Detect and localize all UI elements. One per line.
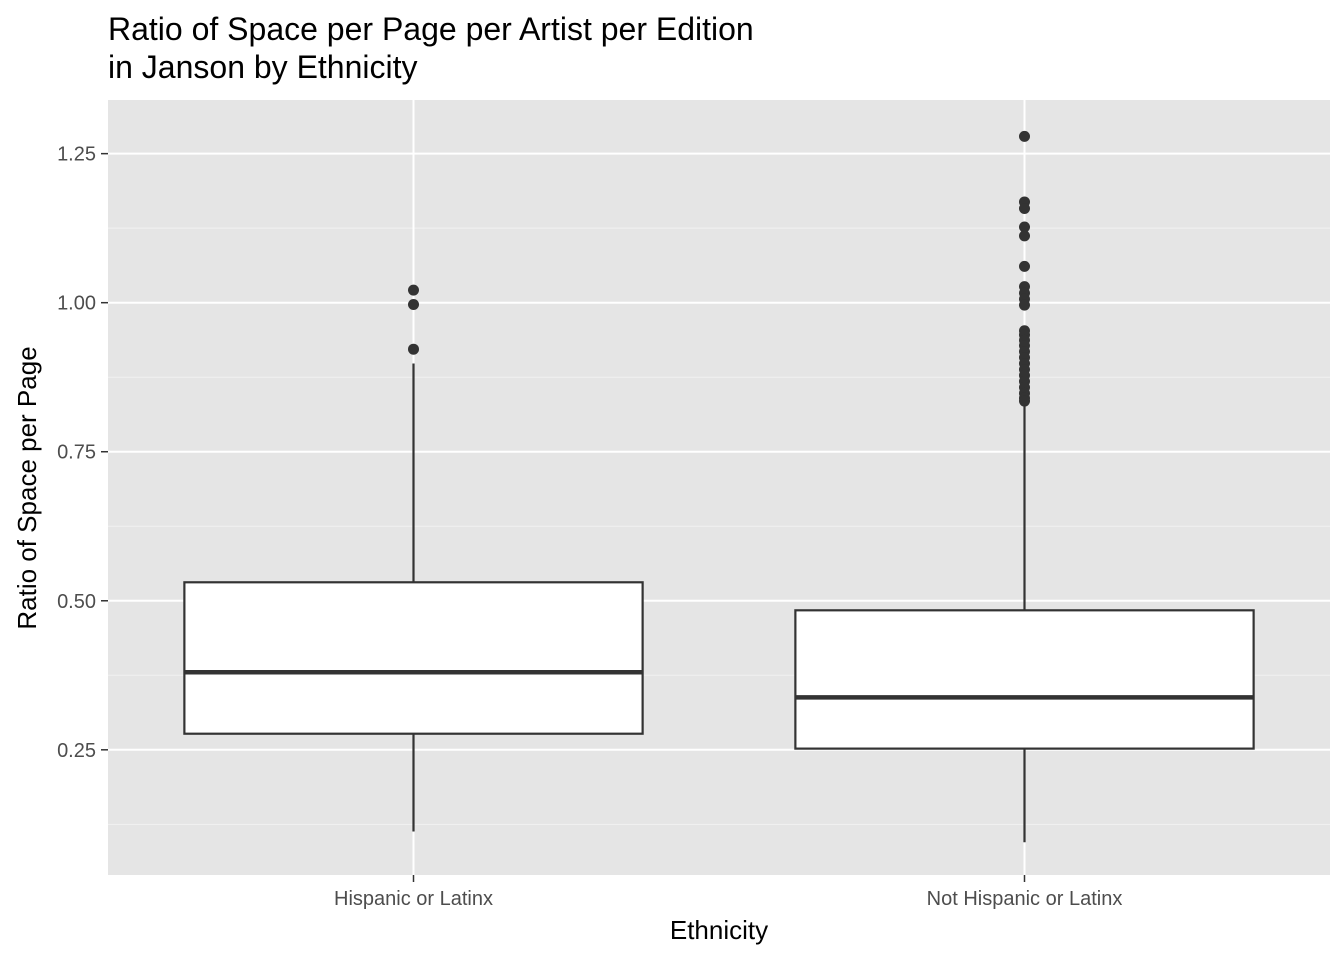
box-iqr <box>183 581 644 735</box>
box-iqr <box>794 609 1255 750</box>
y-tick-label: 0.25 <box>57 740 96 762</box>
plot-panel <box>108 100 1330 875</box>
outlier-point <box>1019 130 1030 142</box>
outlier-point <box>1019 203 1030 214</box>
y-tick-label: 0.75 <box>57 442 96 464</box>
chart-title-line-1: Ratio of Space per Page per Artist per E… <box>108 11 754 47</box>
outlier-point <box>1019 395 1030 407</box>
y-tick-label: 0.50 <box>57 591 96 613</box>
boxes <box>183 130 1255 843</box>
outlier-point <box>408 284 419 296</box>
y-tick-label: 1.00 <box>57 293 96 315</box>
x-tick-label: Not Hispanic or Latinx <box>927 888 1123 910</box>
y-tick-label: 1.25 <box>57 144 96 166</box>
y-axis-title: Ratio of Space per Page <box>12 346 42 629</box>
outlier-point <box>1019 260 1030 272</box>
x-tick-label: Hispanic or Latinx <box>334 888 493 910</box>
outlier-point <box>408 298 419 310</box>
outlier-point <box>1019 230 1030 242</box>
outlier-point <box>1019 299 1030 311</box>
axes: 0.25 0.50 0.75 1.00 1.25 Hispanic or Latinx No… <box>57 144 1122 910</box>
box-group <box>794 130 1255 843</box>
outlier-point <box>408 343 419 355</box>
x-axis-title: Ethnicity <box>670 915 768 945</box>
outlier-point <box>1019 221 1030 233</box>
box-group <box>183 284 644 832</box>
chart-title: Ratio of Space per Page per Artist per E… <box>108 10 754 86</box>
chart-title-line-2: in Janson by Ethnicity <box>108 49 418 85</box>
